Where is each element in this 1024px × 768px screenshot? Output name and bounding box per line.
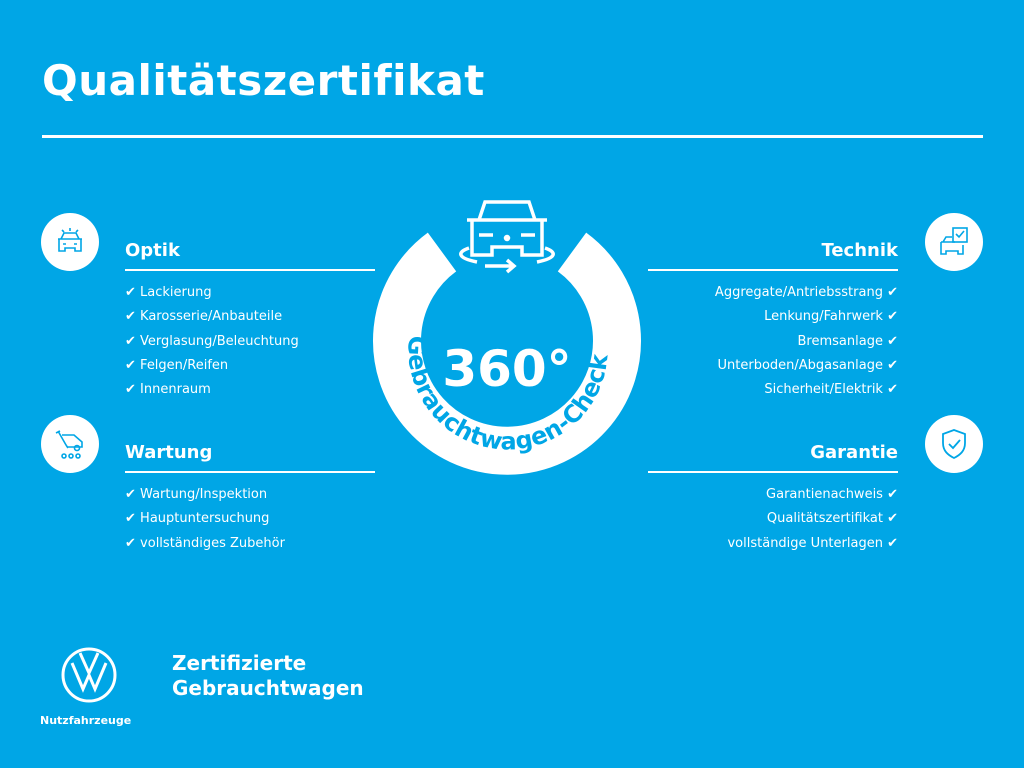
car-checklist-icon [925,213,983,271]
ring-arc [373,232,641,475]
divider [42,135,983,138]
360-check-badge: 360° Gebrauchtwagen-Check [373,200,641,475]
list-item: Sicherheit/Elektrik ✔ [764,382,898,398]
list-item: ✔ Wartung/Inspektion [125,487,268,502]
page-title: Qualitätszertifikat [42,56,485,105]
car-front-icon [41,213,99,271]
section-title: Technik [648,240,898,271]
section-title: Optik [125,240,375,271]
list-item: ✔ Lackierung [125,285,212,300]
van-service-icon [41,415,99,473]
section-technik: Technik Aggregate/Antriebsstrang ✔ Lenku… [648,240,898,406]
list-item: ✔ Verglasung/Beleuchtung [125,333,299,349]
brand-subtitle: Nutzfahrzeuge [40,714,132,727]
list-item: ✔ Innenraum [125,382,211,398]
section-title: Wartung [125,442,375,473]
section-optik: Optik ✔ Lackierung ✔ Karosserie/Anbautei… [125,240,375,406]
list-item: ✔ Hauptuntersuchung [125,511,270,527]
360-label: 360° [442,340,571,398]
list-item: ✔ Karosserie/Anbauteile [125,309,283,325]
list-item: Lenkung/Fahrwerk ✔ [764,309,898,325]
list-item: Garantienachweis ✔ [766,487,898,502]
vw-logo [61,647,117,703]
list-item: Bremsanlage ✔ [797,333,899,349]
list-item: ✔ Felgen/Reifen [125,357,229,373]
list-item: vollständige Unterlagen ✔ [727,535,898,551]
section-wartung: Wartung ✔ Wartung/Inspektion ✔ Hauptunte… [125,442,375,560]
brand-name: Zertifizierte Gebrauchtwagen [172,651,364,700]
section-garantie: Garantie Garantienachweis ✔ Qualitätszer… [648,442,898,560]
list-item: Unterboden/Abgasanlage ✔ [717,357,899,373]
list-item: ✔ vollständiges Zubehör [125,535,285,551]
section-title: Garantie [648,442,898,473]
list-item: Qualitätszertifikat ✔ [766,511,898,527]
list-item: Aggregate/Antriebsstrang ✔ [714,285,898,300]
car-rotate-icon [459,200,555,274]
shield-check-icon [925,415,983,473]
